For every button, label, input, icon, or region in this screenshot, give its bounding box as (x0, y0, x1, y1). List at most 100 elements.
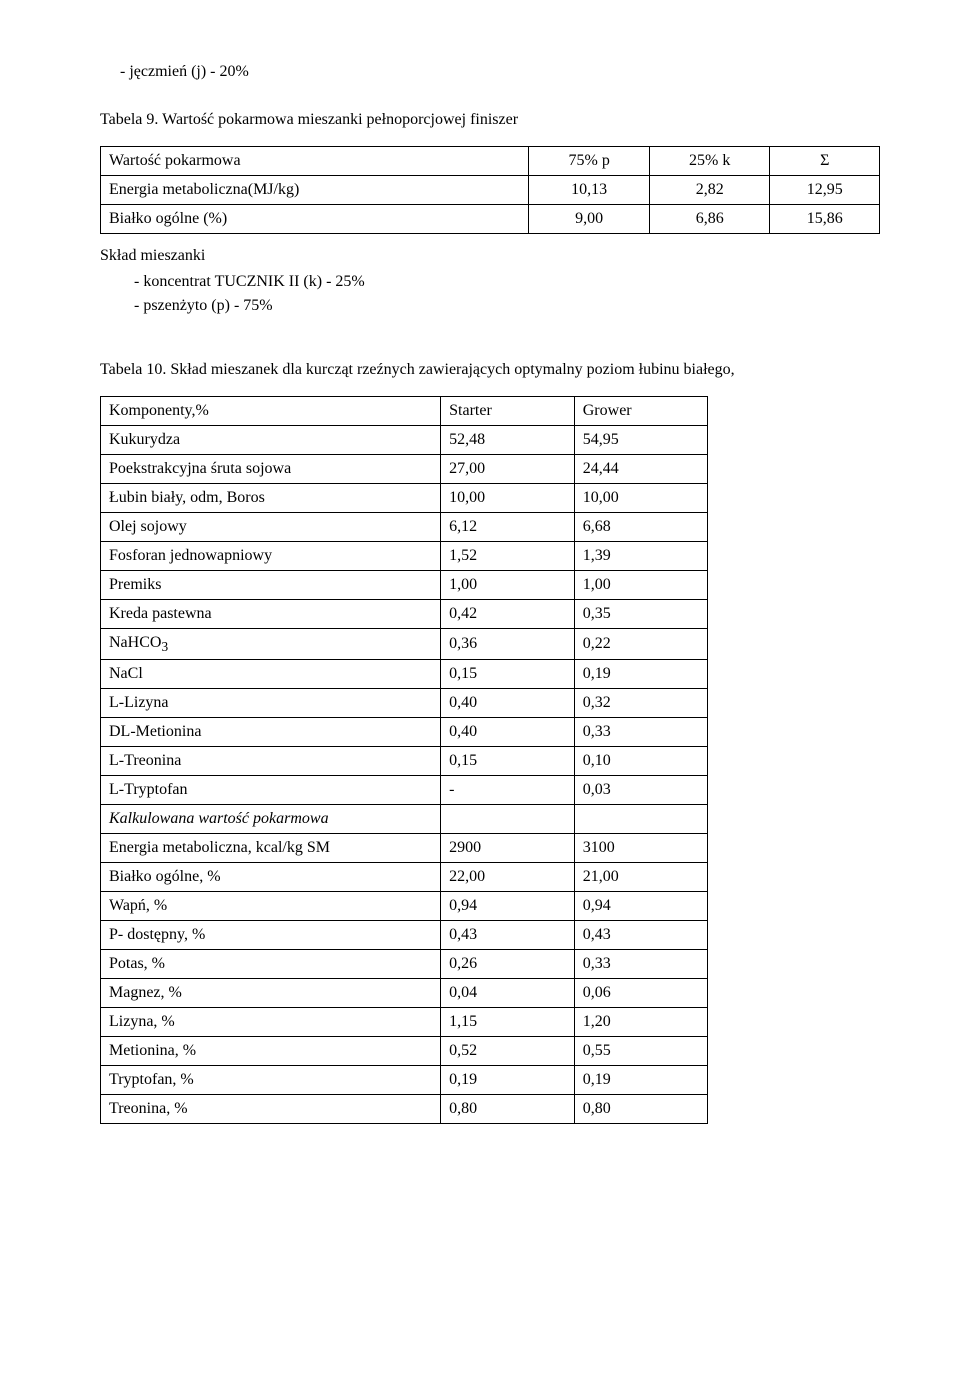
table10-row: Potas, %0,260,33 (101, 950, 708, 979)
table10-cell (574, 805, 708, 834)
table10-cell: 0,40 (441, 689, 575, 718)
table10-cell-label: Metionina, % (101, 1037, 441, 1066)
table10-cell: 0,43 (574, 921, 708, 950)
table10-row: L-Lizyna0,400,32 (101, 689, 708, 718)
table10-h1: Starter (441, 397, 575, 426)
table9-cell: 6,86 (649, 205, 770, 234)
table10-row: DL-Metionina0,400,33 (101, 718, 708, 747)
table9-cell-label: Energia metaboliczna(MJ/kg) (101, 176, 529, 205)
table10-row: Białko ogólne, %22,0021,00 (101, 863, 708, 892)
table10-cell: 27,00 (441, 455, 575, 484)
table10-cell: 0,33 (574, 950, 708, 979)
table9-cell-label: Białko ogólne (%) (101, 205, 529, 234)
table10-h2: Grower (574, 397, 708, 426)
table10-cell: 0,22 (574, 629, 708, 660)
table10-cell: 10,00 (441, 484, 575, 513)
table10-cell-label: Łubin biały, odm, Boros (101, 484, 441, 513)
table9-h0: Wartość pokarmowa (101, 147, 529, 176)
table10-cell: 0,15 (441, 660, 575, 689)
table10-cell: 0,55 (574, 1037, 708, 1066)
table10-cell: 21,00 (574, 863, 708, 892)
table9-h3: Σ (770, 147, 880, 176)
table10-row: Lizyna, %1,151,20 (101, 1008, 708, 1037)
table10-cell: 0,33 (574, 718, 708, 747)
table10-cell: 0,10 (574, 747, 708, 776)
table10-cell-label: Potas, % (101, 950, 441, 979)
table10-cell-label: Energia metaboliczna, kcal/kg SM (101, 834, 441, 863)
top-mix-item: - jęczmień (j) - 20% (120, 60, 880, 84)
table10-cell: 1,00 (441, 571, 575, 600)
table10-cell-label: L-Treonina (101, 747, 441, 776)
table10-cell-label: Wapń, % (101, 892, 441, 921)
table10-cell: 0,03 (574, 776, 708, 805)
table10-row: Fosforan jednowapniowy1,521,39 (101, 542, 708, 571)
table10-cell-label: Fosforan jednowapniowy (101, 542, 441, 571)
table10-cell: 0,32 (574, 689, 708, 718)
table10-cell-label: Olej sojowy (101, 513, 441, 542)
table10-cell-label: L-Tryptofan (101, 776, 441, 805)
table10-row: Kukurydza52,4854,95 (101, 426, 708, 455)
table10-row: Tryptofan, %0,190,19 (101, 1066, 708, 1095)
table10-row: Energia metaboliczna, kcal/kg SM29003100 (101, 834, 708, 863)
table10-cell: 1,39 (574, 542, 708, 571)
table9-h2: 25% k (649, 147, 770, 176)
table9-mix-item: - pszenżyto (p) - 75% (134, 294, 880, 318)
table10-cell: 0,26 (441, 950, 575, 979)
table10-cell-label: DL-Metionina (101, 718, 441, 747)
table10-cell: 1,00 (574, 571, 708, 600)
table10: Komponenty,% Starter Grower Kukurydza52,… (100, 396, 708, 1124)
table10-row: Premiks1,001,00 (101, 571, 708, 600)
table10-cell: 0,36 (441, 629, 575, 660)
table10-cell (441, 805, 575, 834)
table10-row: NaCl0,150,19 (101, 660, 708, 689)
table10-row: Olej sojowy6,126,68 (101, 513, 708, 542)
table9-cell: 10,13 (529, 176, 650, 205)
table10-row: Magnez, %0,040,06 (101, 979, 708, 1008)
table10-cell: 0,80 (441, 1095, 575, 1124)
table10-cell: 1,52 (441, 542, 575, 571)
table10-row: Poekstrakcyjna śruta sojowa27,0024,44 (101, 455, 708, 484)
table10-row: Łubin biały, odm, Boros10,0010,00 (101, 484, 708, 513)
table10-cell-label: P- dostępny, % (101, 921, 441, 950)
table9-caption: Tabela 9. Wartość pokarmowa mieszanki pe… (100, 108, 880, 132)
table10-row: P- dostępny, %0,430,43 (101, 921, 708, 950)
table9-mix-header: Skład mieszanki (100, 244, 880, 268)
table10-h0: Komponenty,% (101, 397, 441, 426)
table10-row: Kreda pastewna0,420,35 (101, 600, 708, 629)
table10-cell: 0,15 (441, 747, 575, 776)
table10-cell: 0,94 (441, 892, 575, 921)
table10-cell: 6,12 (441, 513, 575, 542)
table9-cell: 15,86 (770, 205, 880, 234)
table10-cell-label: Kukurydza (101, 426, 441, 455)
table10-cell: 0,40 (441, 718, 575, 747)
table10-cell: 1,15 (441, 1008, 575, 1037)
table9: Wartość pokarmowa 75% p 25% k Σ Energia … (100, 146, 880, 234)
table10-row: Wapń, %0,940,94 (101, 892, 708, 921)
table9-header-row: Wartość pokarmowa 75% p 25% k Σ (101, 147, 880, 176)
table10-cell: 0,35 (574, 600, 708, 629)
table10-cell: 2900 (441, 834, 575, 863)
table10-row: Metionina, %0,520,55 (101, 1037, 708, 1066)
table10-header-row: Komponenty,% Starter Grower (101, 397, 708, 426)
table9-cell: 12,95 (770, 176, 880, 205)
table10-cell: 0,19 (574, 1066, 708, 1095)
table10-cell: 54,95 (574, 426, 708, 455)
table10-cell: 0,06 (574, 979, 708, 1008)
table10-cell: 22,00 (441, 863, 575, 892)
table9-row: Energia metaboliczna(MJ/kg) 10,13 2,82 1… (101, 176, 880, 205)
table10-cell: 0,94 (574, 892, 708, 921)
table10-cell: 0,19 (441, 1066, 575, 1095)
table10-cell: - (441, 776, 575, 805)
table10-cell-label: NaCl (101, 660, 441, 689)
table10-row: NaHCO30,360,22 (101, 629, 708, 660)
table10-cell-label: Kalkulowana wartość pokarmowa (101, 805, 441, 834)
table10-cell-label: Poekstrakcyjna śruta sojowa (101, 455, 441, 484)
table10-cell-label: Lizyna, % (101, 1008, 441, 1037)
table10-cell: 1,20 (574, 1008, 708, 1037)
table10-cell: 6,68 (574, 513, 708, 542)
table10-cell-label: Kreda pastewna (101, 600, 441, 629)
table10-cell-label: NaHCO3 (101, 629, 441, 660)
table10-cell-label: Magnez, % (101, 979, 441, 1008)
table10-cell: 10,00 (574, 484, 708, 513)
table10-cell: 52,48 (441, 426, 575, 455)
